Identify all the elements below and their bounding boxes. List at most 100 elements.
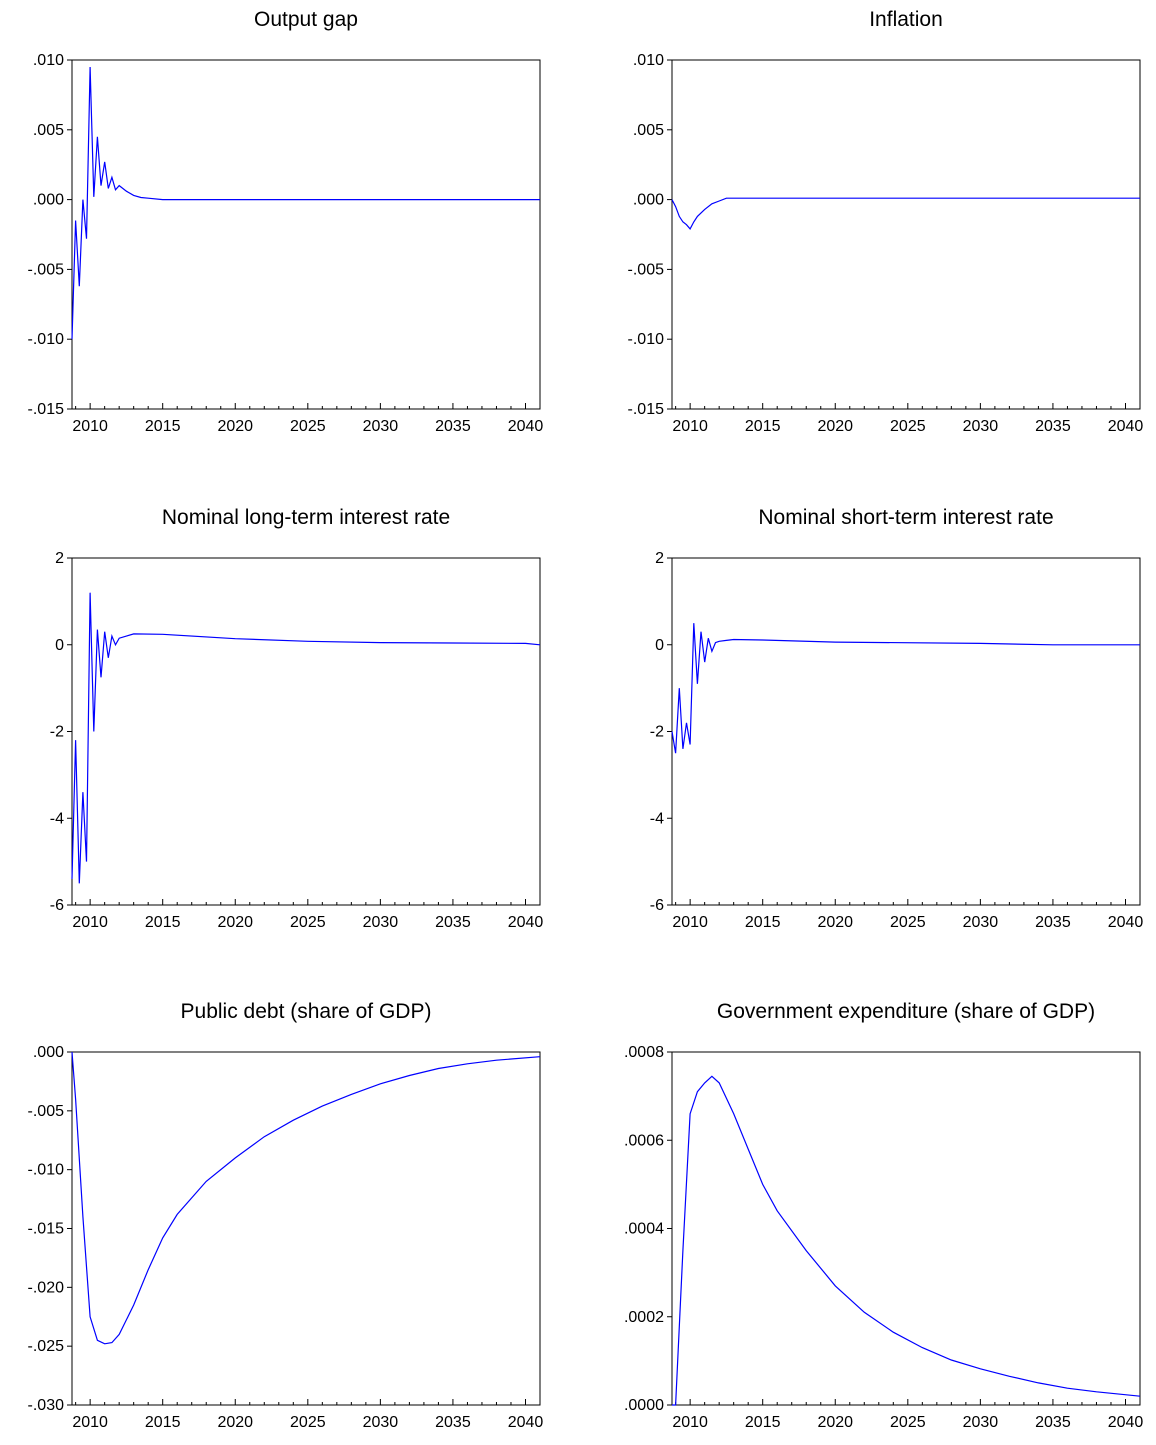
x-tick-label: 2035 (435, 1414, 471, 1431)
x-tick-label: 2020 (217, 1414, 253, 1431)
y-tick-label: .010 (633, 52, 664, 69)
x-tick-label: 2025 (890, 1414, 926, 1431)
plot-frame (71, 1051, 541, 1406)
y-tick-label: .010 (33, 52, 64, 69)
chart-panel-1: Output gap .010 .005 .000 -.005 -.010 -.015 201… (28, 8, 544, 435)
y-tick-label: .005 (33, 122, 64, 139)
x-tick-label: 2025 (290, 914, 326, 931)
series-line (71, 1051, 541, 1345)
y-tick-label: -6 (50, 897, 64, 914)
x-tick-label: 2030 (963, 914, 999, 931)
x-tick-label: 2035 (435, 418, 471, 435)
y-tick-label: 2 (55, 550, 64, 567)
plot-frame (671, 1051, 1141, 1406)
x-tick-label: 2040 (1108, 1414, 1144, 1431)
x-tick-label: 2035 (1035, 418, 1071, 435)
x-tick-label: 2030 (363, 914, 399, 931)
y-tick-label: -.005 (28, 261, 65, 278)
plot-frame (671, 557, 1141, 906)
x-tick-label: 2035 (1035, 914, 1071, 931)
y-tick-label: -.010 (28, 331, 65, 348)
plot-frame (71, 557, 541, 906)
y-tick-label: .005 (633, 122, 664, 139)
y-tick-label: -.015 (28, 1221, 65, 1238)
y-tick-label: -.020 (28, 1279, 65, 1296)
y-tick-label: .0004 (624, 1221, 664, 1238)
x-tick-label: 2015 (145, 914, 181, 931)
x-tick-label: 2020 (217, 914, 253, 931)
x-tick-label: 2020 (217, 418, 253, 435)
x-tick-label: 2040 (1108, 914, 1144, 931)
y-tick-label: -.010 (628, 331, 665, 348)
x-tick-label: 2010 (672, 418, 708, 435)
y-tick-label: .0008 (624, 1044, 664, 1061)
plot-frame (71, 59, 541, 410)
y-tick-label: -.015 (628, 401, 665, 418)
chart-panel-3: Nominal long-term interest rate 2 0 -2 -4 -6 2… (50, 506, 544, 931)
x-tick-label: 2040 (508, 418, 544, 435)
x-tick-label: 2020 (817, 418, 853, 435)
x-tick-label: 2010 (72, 1414, 108, 1431)
x-tick-label: 2040 (1108, 418, 1144, 435)
y-tick-label: -2 (50, 724, 64, 741)
series-line (671, 197, 1140, 230)
y-tick-label: -.010 (28, 1162, 65, 1179)
y-tick-label: -4 (650, 810, 664, 827)
y-tick-label: -.005 (628, 261, 665, 278)
x-tick-label: 2035 (435, 914, 471, 931)
x-tick-label: 2030 (963, 1414, 999, 1431)
x-tick-label: 2030 (363, 1414, 399, 1431)
chart-panel-5: Public debt (share of GDP) .000 -.005 -.010… (28, 1000, 544, 1431)
chart-title: Inflation (869, 8, 943, 31)
x-tick-label: 2010 (672, 914, 708, 931)
y-tick-label: -6 (650, 897, 664, 914)
y-tick-label: 0 (655, 637, 664, 654)
y-tick-label: -.005 (28, 1103, 65, 1120)
x-tick-label: 2040 (508, 1414, 544, 1431)
x-tick-label: 2015 (745, 914, 781, 931)
plot-frame (671, 59, 1141, 410)
x-tick-label: 2010 (672, 1414, 708, 1431)
x-tick-label: 2015 (145, 418, 181, 435)
series-line (671, 623, 1140, 754)
y-tick-label: -.025 (28, 1338, 65, 1355)
x-tick-label: 2025 (890, 418, 926, 435)
x-tick-label: 2020 (817, 1414, 853, 1431)
series-line (71, 592, 541, 884)
x-tick-label: 2040 (508, 914, 544, 931)
y-tick-label: .0002 (624, 1309, 664, 1326)
y-tick-label: .0006 (624, 1132, 664, 1149)
chart-title: Government expenditure (share of GDP) (717, 1000, 1095, 1023)
y-tick-label: .0000 (624, 1397, 664, 1414)
x-tick-label: 2035 (1035, 1414, 1071, 1431)
y-tick-label: -.015 (28, 401, 65, 418)
x-tick-label: 2010 (72, 418, 108, 435)
chart-title: Public debt (share of GDP) (181, 1000, 432, 1023)
chart-panel-4: Nominal short-term interest rate 2 0 -2 -4 -6… (650, 506, 1144, 931)
x-tick-label: 2025 (290, 418, 326, 435)
y-tick-label: -2 (650, 724, 664, 741)
y-tick-label: -.030 (28, 1397, 65, 1414)
chart-panel-2: Inflation .010 .005 .000 -.005 -.010 -.015 2010… (628, 8, 1144, 435)
x-tick-label: 2020 (817, 914, 853, 931)
y-tick-label: 2 (655, 550, 664, 567)
x-tick-label: 2025 (890, 914, 926, 931)
y-tick-label: .000 (33, 1044, 64, 1061)
y-tick-label: -4 (50, 810, 64, 827)
x-tick-label: 2015 (145, 1414, 181, 1431)
x-tick-label: 2030 (963, 418, 999, 435)
x-tick-label: 2010 (72, 914, 108, 931)
series-line (672, 1075, 1141, 1406)
series-line (71, 66, 540, 340)
chart-title: Nominal long-term interest rate (162, 506, 450, 529)
y-tick-label: .000 (633, 192, 664, 209)
chart-title: Output gap (254, 8, 358, 31)
y-tick-label: 0 (55, 637, 64, 654)
x-tick-label: 2015 (745, 1414, 781, 1431)
y-tick-label: .000 (33, 192, 64, 209)
chart-title: Nominal short-term interest rate (758, 506, 1053, 529)
x-tick-label: 2015 (745, 418, 781, 435)
chart-panel-6: Government expenditure (share of GDP) .00… (624, 1000, 1143, 1431)
x-tick-label: 2025 (290, 1414, 326, 1431)
